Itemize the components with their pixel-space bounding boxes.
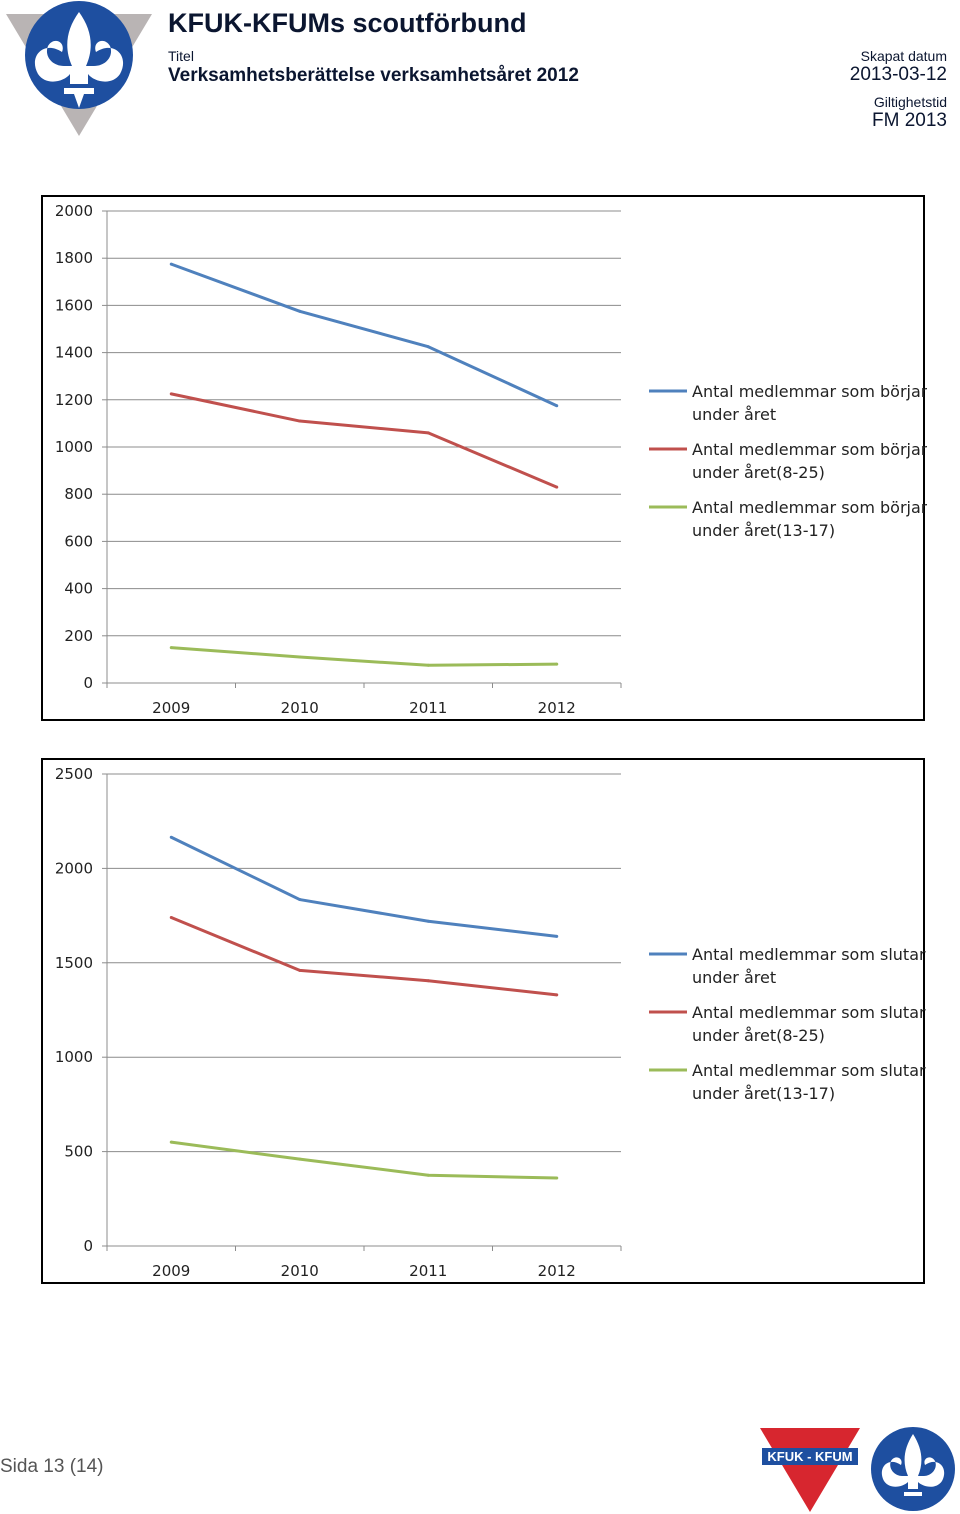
- y-tick-label: 600: [64, 532, 93, 550]
- data-point: [555, 485, 559, 489]
- x-tick-label: 2010: [281, 1262, 319, 1280]
- organization-name: KFUK-KFUMs scoutförbund: [168, 8, 527, 38]
- y-tick-label: 1800: [55, 249, 93, 267]
- x-tick-label: 2011: [409, 1262, 447, 1280]
- x-tick-label: 2010: [281, 699, 319, 717]
- legend-label: Antal medlemmar som börjar: [692, 382, 927, 401]
- y-tick-label: 0: [83, 674, 93, 692]
- chart-canvas-leaving: 0 500 1000 1500 2000 2500 2009 2010 2011 2012 Anta…: [55, 765, 926, 1280]
- x-tick-label: 2012: [538, 1262, 576, 1280]
- document-title: Verksamhetsberättelse verksamhetsåret 20…: [168, 65, 579, 86]
- series-line: [170, 916, 557, 997]
- data-point: [555, 662, 559, 666]
- members-joining-chart: 0 200 400 600 800 1000 1200 1400 1600 1800 2000 200…: [41, 195, 927, 721]
- legend-label: under året(8-25): [692, 1026, 825, 1045]
- y-tick-label: 1400: [55, 344, 93, 362]
- data-point: [169, 915, 173, 919]
- data-point: [426, 345, 430, 349]
- y-tick-label: 400: [64, 580, 93, 598]
- created-date-label: Skapat datum: [860, 48, 947, 64]
- y-tick-label: 0: [83, 1237, 93, 1255]
- data-point: [298, 655, 302, 659]
- data-point: [555, 404, 559, 408]
- data-point: [426, 431, 430, 435]
- data-point: [555, 993, 559, 997]
- series-line: [170, 392, 558, 489]
- data-point: [298, 898, 302, 902]
- series-line: [171, 1140, 557, 1180]
- kfuk-kfum-logo-text: KFUK - KFUM: [767, 1449, 852, 1464]
- y-tick-label: 1200: [55, 391, 93, 409]
- data-point: [426, 979, 430, 983]
- x-tick-label: 2009: [152, 1262, 190, 1280]
- data-point: [169, 646, 173, 650]
- y-tick-label: 1000: [55, 1048, 93, 1066]
- legend-label: under året(13-17): [692, 521, 835, 540]
- y-tick-label: 500: [64, 1143, 93, 1161]
- legend-label: under året: [692, 405, 776, 424]
- members-leaving-chart: 0 500 1000 1500 2000 2500 2009 2010 2011 2012 Anta…: [41, 758, 926, 1284]
- x-tick-label: 2012: [538, 699, 576, 717]
- series-line: [170, 262, 558, 408]
- data-point: [298, 419, 302, 423]
- kfuk-kfum-logo: KFUK - KFUM: [760, 1428, 860, 1512]
- legend-label: Antal medlemmar som börjar: [692, 440, 927, 459]
- data-point: [426, 919, 430, 923]
- data-point: [298, 1157, 302, 1161]
- data-point: [426, 663, 430, 667]
- legend-label: Antal medlemmar som slutar: [692, 1061, 926, 1080]
- legend-label: under året(8-25): [692, 463, 825, 482]
- validity-block: Giltighetstid FM 2013: [872, 94, 947, 132]
- legend-label: Antal medlemmar som börjar: [692, 498, 927, 517]
- data-point: [169, 835, 173, 839]
- created-date-value: 2013-03-12: [849, 64, 947, 85]
- y-tick-label: 1000: [55, 438, 93, 456]
- data-point: [169, 1140, 173, 1144]
- validity-value: FM 2013: [872, 110, 947, 131]
- series-line: [171, 646, 557, 667]
- organization-logo: [6, 1, 152, 136]
- data-point: [298, 968, 302, 972]
- data-point: [426, 1173, 430, 1177]
- y-tick-label: 2500: [55, 765, 93, 783]
- data-point: [298, 309, 302, 313]
- chart-canvas-joining: 0 200 400 600 800 1000 1200 1400 1600 1800 2000 200…: [55, 202, 927, 717]
- page-number: Sida 13 (14): [0, 1456, 104, 1477]
- y-tick-label: 200: [64, 627, 93, 645]
- data-point: [169, 262, 173, 266]
- x-tick-label: 2011: [409, 699, 447, 717]
- y-tick-label: 1500: [55, 954, 93, 972]
- validity-label: Giltighetstid: [873, 94, 947, 110]
- data-point: [169, 392, 173, 396]
- legend-label: Antal medlemmar som slutar: [692, 945, 926, 964]
- data-point: [555, 934, 559, 938]
- y-tick-label: 1600: [55, 296, 93, 314]
- legend-label: Antal medlemmar som slutar: [692, 1003, 926, 1022]
- x-tick-label: 2009: [152, 699, 190, 717]
- legend-label: under året: [692, 968, 776, 987]
- fleur-de-lis-logo: [871, 1427, 955, 1511]
- y-tick-label: 800: [64, 485, 93, 503]
- title-label: Titel: [168, 48, 194, 64]
- series-line: [170, 835, 557, 938]
- y-tick-label: 2000: [55, 202, 93, 220]
- y-tick-label: 2000: [55, 859, 93, 877]
- legend-label: under året(13-17): [692, 1084, 835, 1103]
- created-date-block: Skapat datum 2013-03-12: [850, 48, 947, 86]
- data-point: [555, 1176, 559, 1180]
